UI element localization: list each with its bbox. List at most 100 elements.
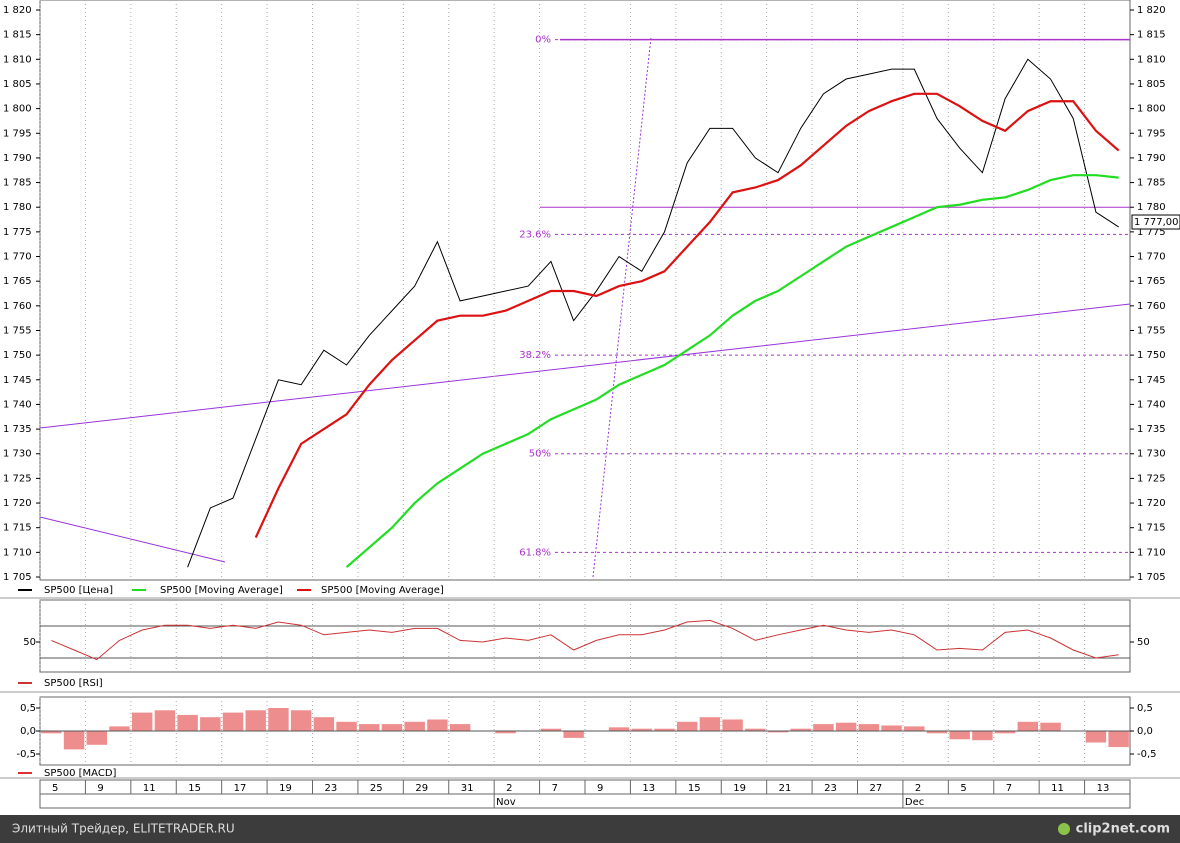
legend-label: SP500 [Moving Average] — [160, 585, 283, 596]
bar — [1085, 731, 1107, 743]
y-tick-label: 0,5 — [20, 703, 36, 714]
y-tick-label: 0,0 — [1137, 726, 1153, 737]
legend-label: SP500 [RSI] — [44, 678, 103, 689]
bar — [41, 731, 62, 734]
bar — [222, 712, 244, 731]
x-tick-label: 15 — [688, 783, 701, 794]
x-tick-label: 5 — [52, 783, 58, 794]
x-tick-label: 2 — [506, 783, 512, 794]
bar — [790, 728, 811, 731]
trendline — [592, 36, 652, 578]
y-tick-label: 1 710 — [1137, 547, 1166, 558]
bar — [268, 708, 289, 731]
price-panel — [39, 0, 1131, 581]
bar — [767, 731, 789, 733]
y-tick-label: 1 810 — [1137, 54, 1166, 65]
bar — [813, 724, 834, 731]
x-tick-label: 25 — [370, 783, 383, 794]
y-tick-label: 50 — [1137, 637, 1150, 648]
bar — [994, 731, 1016, 734]
bar — [63, 731, 85, 750]
y-tick-label: 1 795 — [1137, 128, 1166, 139]
fib-label: 50% — [529, 449, 551, 460]
bar — [86, 731, 107, 745]
y-tick-label: 50 — [23, 637, 36, 648]
bar — [427, 719, 448, 731]
y-tick-label: 1 785 — [1137, 178, 1166, 189]
x-tick-label: 19 — [279, 783, 292, 794]
bar — [404, 721, 425, 731]
fib-label: 38.2% — [519, 350, 551, 361]
x-tick-label: 11 — [143, 783, 156, 794]
y-tick-label: -0,5 — [1137, 749, 1157, 760]
y-tick-label: 1 805 — [3, 79, 32, 90]
bar — [722, 719, 743, 731]
x-tick-label: 5 — [960, 783, 966, 794]
trendline — [39, 516, 226, 563]
month-label: Dec — [905, 797, 924, 808]
bar — [449, 724, 471, 731]
bar — [154, 710, 176, 731]
y-tick-label: 1 735 — [3, 424, 32, 435]
y-tick-label: 1 735 — [1137, 424, 1166, 435]
fib-label: 0% — [535, 35, 551, 46]
y-tick-label: 0,0 — [20, 726, 36, 737]
y-tick-label: 1 775 — [3, 227, 32, 238]
bar — [200, 717, 221, 731]
y-tick-label: 1 790 — [1137, 153, 1166, 164]
y-tick-label: 1 795 — [3, 128, 32, 139]
y-tick-label: 1 720 — [1137, 498, 1166, 509]
bar — [881, 725, 902, 731]
y-tick-label: 1 820 — [1137, 5, 1166, 16]
y-tick-label: 1 800 — [3, 104, 32, 115]
y-tick-label: 1 745 — [3, 375, 32, 386]
y-tick-label: 1 760 — [1137, 301, 1166, 312]
x-tick-label: 21 — [779, 783, 792, 794]
bar — [1040, 722, 1061, 731]
y-tick-label: 1 780 — [1137, 202, 1166, 213]
y-tick-label: 1 755 — [3, 325, 32, 336]
series-line — [345, 174, 1119, 568]
x-tick-label: 13 — [642, 783, 655, 794]
bar — [563, 731, 584, 738]
x-tick-label: 19 — [733, 783, 746, 794]
y-tick-label: 0,5 — [1137, 703, 1153, 714]
month-label: Nov — [496, 797, 516, 808]
y-tick-label: 1 765 — [3, 276, 32, 287]
bar — [177, 714, 198, 731]
bar — [1017, 721, 1039, 731]
y-tick-label: 1 715 — [3, 523, 32, 534]
y-tick-label: 1 750 — [3, 350, 32, 361]
y-tick-label: 1 765 — [1137, 276, 1166, 287]
y-tick-label: 1 815 — [3, 30, 32, 41]
bar — [1108, 731, 1129, 748]
bar — [540, 728, 562, 731]
y-tick-label: 1 780 — [3, 202, 32, 213]
bar — [676, 721, 698, 731]
series-line — [51, 619, 1119, 661]
fib-label: 23.6% — [519, 229, 551, 240]
bar — [359, 724, 380, 731]
legend-label: SP500 [Цена] — [44, 585, 113, 596]
bar — [972, 731, 993, 741]
x-tick-label: 7 — [1006, 783, 1012, 794]
y-tick-label: 1 820 — [3, 5, 32, 16]
x-tick-label: 31 — [461, 783, 474, 794]
y-tick-label: 1 770 — [1137, 252, 1166, 263]
x-tick-label: 15 — [188, 783, 201, 794]
bar — [654, 728, 675, 731]
bar — [745, 728, 766, 731]
x-tick-label: 27 — [870, 783, 883, 794]
legend-label: SP500 [MACD] — [44, 768, 117, 779]
last-price-label: 1 777,00 — [1134, 217, 1179, 228]
y-tick-label: 1 725 — [1137, 473, 1166, 484]
bar — [631, 728, 652, 731]
bar — [699, 717, 721, 731]
footer-bar — [0, 815, 1180, 843]
y-tick-label: 1 755 — [1137, 325, 1166, 336]
footer-left: Элитный Трейдер, ELITETRADER.RU — [12, 822, 235, 836]
last-price-box — [1131, 214, 1180, 230]
fib-label: 61.8% — [519, 547, 551, 558]
y-tick-label: 1 705 — [3, 572, 32, 583]
